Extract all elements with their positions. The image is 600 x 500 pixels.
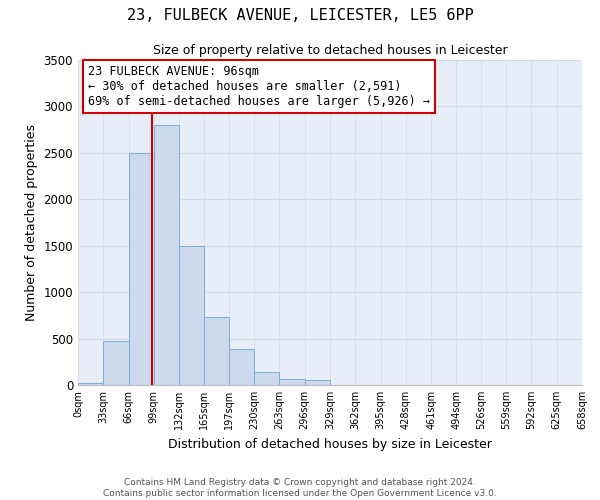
Y-axis label: Number of detached properties: Number of detached properties [25, 124, 38, 321]
Text: 23 FULBECK AVENUE: 96sqm
← 30% of detached houses are smaller (2,591)
69% of sem: 23 FULBECK AVENUE: 96sqm ← 30% of detach… [88, 65, 430, 108]
Title: Size of property relative to detached houses in Leicester: Size of property relative to detached ho… [152, 44, 508, 58]
Bar [305, 380, 330, 385]
Bar [103, 342, 128, 385]
Text: 23, FULBECK AVENUE, LEICESTER, LE5 6PP: 23, FULBECK AVENUE, LEICESTER, LE5 6PP [127, 8, 473, 22]
Bar [78, 383, 103, 385]
Bar [280, 378, 305, 385]
Bar [229, 349, 254, 385]
Bar [254, 372, 280, 385]
X-axis label: Distribution of detached houses by size in Leicester: Distribution of detached houses by size … [168, 438, 492, 450]
Text: Contains HM Land Registry data © Crown copyright and database right 2024.
Contai: Contains HM Land Registry data © Crown c… [103, 478, 497, 498]
Bar [179, 246, 205, 385]
Bar [154, 125, 179, 385]
Bar [128, 153, 154, 385]
Bar [205, 317, 229, 385]
